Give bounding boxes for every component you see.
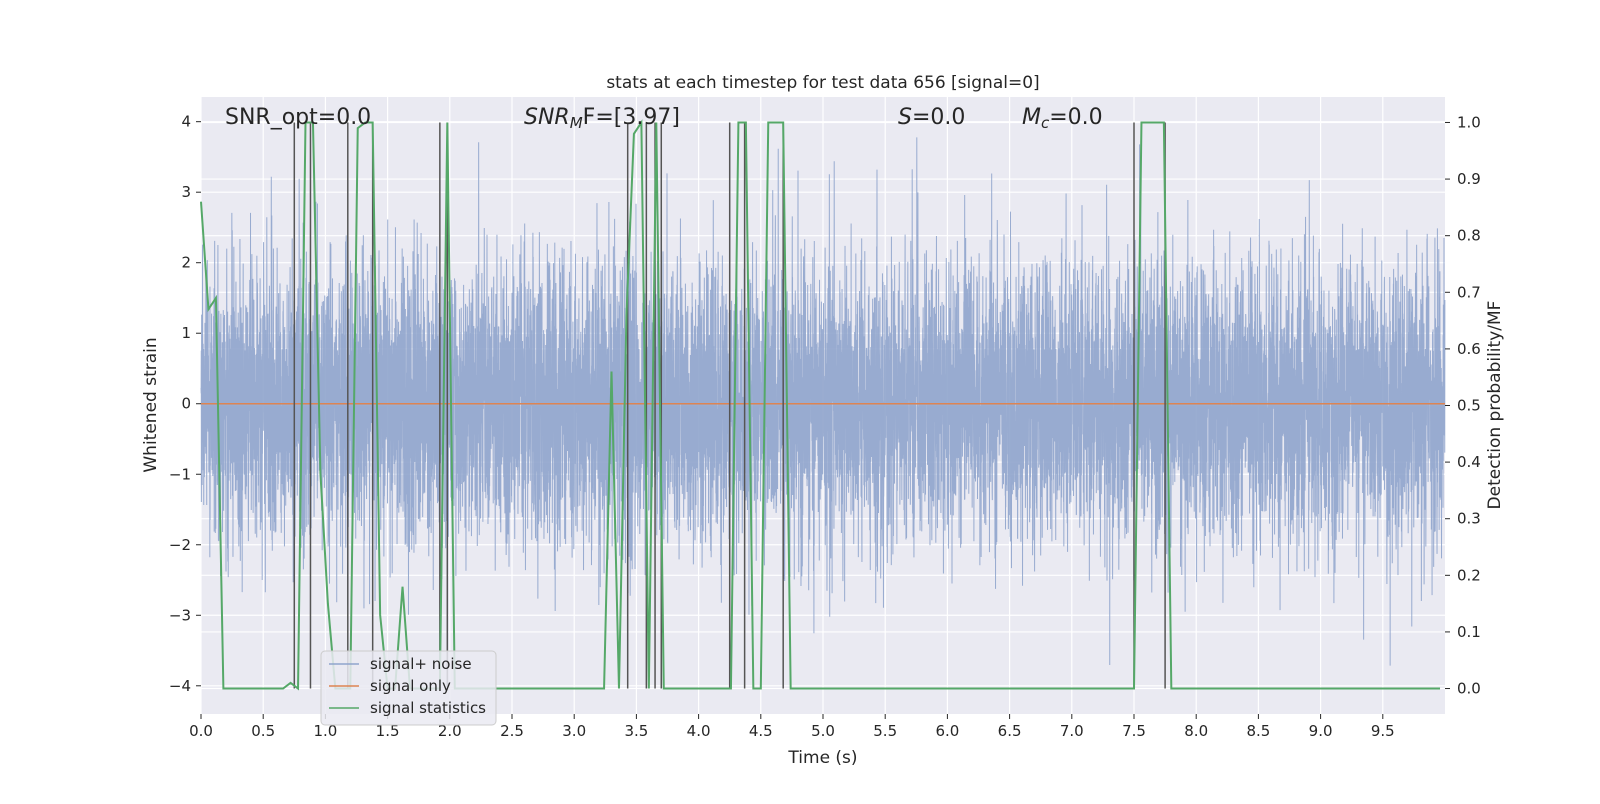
x-tick-label-2: 1.0 bbox=[313, 722, 337, 740]
annotation-snr-mf: SNRMF=[3.97] bbox=[524, 105, 680, 132]
mc-tail: =0.0 bbox=[1049, 105, 1102, 130]
mc-main: M bbox=[1022, 105, 1041, 130]
snr-mf-sub: M bbox=[570, 114, 583, 132]
x-tick-label-18: 9.0 bbox=[1309, 722, 1333, 740]
y2-tick-label-6: 0.6 bbox=[1457, 340, 1481, 358]
x-tick-label-12: 6.0 bbox=[935, 722, 959, 740]
noise-series bbox=[200, 137, 1446, 666]
s-main: S bbox=[898, 105, 912, 130]
y2-axis-label: Detection probability/MF bbox=[1485, 301, 1505, 510]
y2-axis-ticks: 0.0 0.1 0.2 0.3 0.4 0.5 0.6 0.7 0.8 0.9 1.0 bbox=[1445, 113, 1481, 698]
x-axis-ticks: 0.0 0.5 1.0 1.5 2.0 2.5 3.0 3.5 4.0 4.5 5.0 5.5 6.0 6… bbox=[189, 714, 1395, 740]
x-tick-label-19: 9.5 bbox=[1371, 722, 1395, 740]
x-tick-label-7: 3.5 bbox=[624, 722, 648, 740]
x-tick-label-0: 0.0 bbox=[189, 722, 213, 740]
y-axis-label: Whitened strain bbox=[141, 337, 161, 472]
y-tick-label-5: 1 bbox=[181, 324, 191, 342]
legend-label-signal-statistics: signal statistics bbox=[370, 699, 486, 717]
y-tick-label-3: −1 bbox=[169, 465, 191, 483]
x-axis-label: Time (s) bbox=[787, 748, 857, 768]
y-tick-label-6: 2 bbox=[181, 254, 191, 272]
y-tick-label-8: 4 bbox=[181, 113, 191, 131]
y2-tick-label-1: 0.1 bbox=[1457, 623, 1481, 641]
y2-tick-label-8: 0.8 bbox=[1457, 227, 1481, 245]
x-tick-label-6: 3.0 bbox=[562, 722, 586, 740]
y-tick-label-1: −3 bbox=[169, 606, 191, 624]
y2-tick-label-3: 0.3 bbox=[1457, 510, 1481, 528]
y-tick-label-0: −4 bbox=[169, 677, 191, 695]
legend: signal+ noise signal only signal statist… bbox=[320, 650, 497, 726]
annotation-snr-opt: SNR_opt=0.0 bbox=[225, 105, 371, 130]
x-tick-label-4: 2.0 bbox=[438, 722, 462, 740]
legend-box bbox=[320, 650, 497, 726]
annotation-mc: Mc=0.0 bbox=[1022, 105, 1103, 132]
x-tick-label-16: 8.0 bbox=[1184, 722, 1208, 740]
y2-tick-label-9: 0.9 bbox=[1457, 170, 1481, 188]
x-tick-label-5: 2.5 bbox=[500, 722, 524, 740]
noise-line bbox=[200, 137, 1446, 666]
vertical-markers bbox=[293, 122, 1166, 689]
x-tick-label-17: 8.5 bbox=[1246, 722, 1270, 740]
snr-mf-main: SNR bbox=[524, 105, 570, 130]
s-tail: =0.0 bbox=[912, 105, 965, 130]
y2-tick-label-2: 0.2 bbox=[1457, 566, 1481, 584]
x-tick-label-10: 5.0 bbox=[811, 722, 835, 740]
mc-sub: c bbox=[1041, 114, 1050, 132]
x-tick-label-1: 0.5 bbox=[251, 722, 275, 740]
annotation-s: S=0.0 bbox=[898, 105, 965, 130]
x-tick-label-13: 6.5 bbox=[998, 722, 1022, 740]
y-tick-label-7: 3 bbox=[181, 183, 191, 201]
y2-tick-label-10: 1.0 bbox=[1457, 113, 1481, 131]
y-tick-label-4: 0 bbox=[181, 395, 191, 413]
y2-tick-label-5: 0.5 bbox=[1457, 397, 1481, 415]
y-tick-label-2: −2 bbox=[169, 536, 191, 554]
y2-tick-label-0: 0.0 bbox=[1457, 680, 1481, 698]
snr-mf-tail: F=[3.97] bbox=[583, 105, 680, 130]
x-tick-label-14: 7.0 bbox=[1060, 722, 1084, 740]
legend-label-signal-noise: signal+ noise bbox=[370, 655, 472, 673]
chart-title: stats at each timestep for test data 656… bbox=[606, 73, 1039, 93]
x-tick-label-8: 4.0 bbox=[687, 722, 711, 740]
x-tick-label-9: 4.5 bbox=[749, 722, 773, 740]
legend-label-signal-only: signal only bbox=[370, 677, 451, 695]
x-tick-label-15: 7.5 bbox=[1122, 722, 1146, 740]
y2-tick-label-7: 0.7 bbox=[1457, 283, 1481, 301]
x-tick-label-11: 5.5 bbox=[873, 722, 897, 740]
y-axis-ticks: −4 −3 −2 −1 0 1 2 3 4 bbox=[169, 113, 201, 695]
x-tick-label-3: 1.5 bbox=[376, 722, 400, 740]
y2-tick-label-4: 0.4 bbox=[1457, 453, 1481, 471]
